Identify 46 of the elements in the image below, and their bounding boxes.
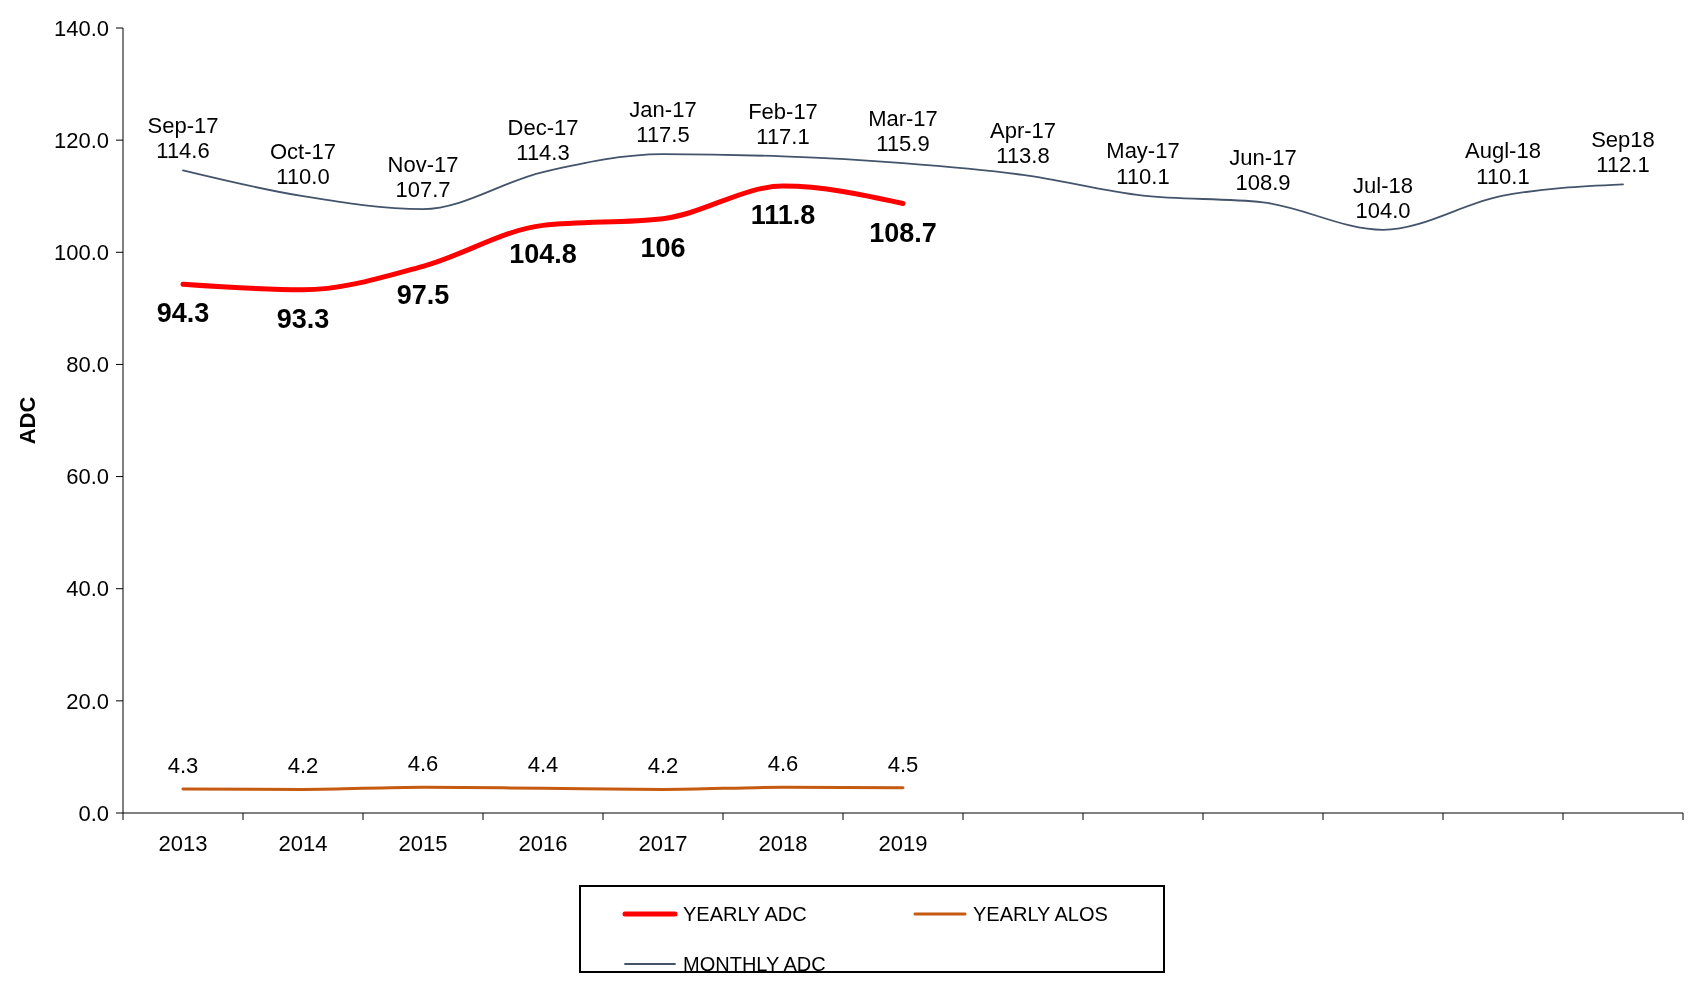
x-tick-label: 2015 — [398, 831, 448, 856]
legend-label: YEARLY ALOS — [973, 903, 1108, 925]
x-tick-label: 2013 — [158, 831, 208, 856]
legend-label: MONTHLY ADC — [683, 953, 826, 975]
data-label: Augl-18 110.1 — [1465, 138, 1541, 189]
data-label: 4.6 — [767, 751, 799, 777]
data-label: Apr-17 113.8 — [989, 117, 1057, 168]
data-label: 104.8 — [509, 239, 577, 270]
data-label: Nov-17 107.7 — [387, 151, 459, 203]
y-tick-label: 20.0 — [66, 688, 109, 714]
y-tick-label: 0.0 — [78, 800, 109, 826]
x-tick-label: 2019 — [878, 831, 928, 856]
y-tick-label: 120.0 — [53, 127, 109, 153]
data-label: 4.3 — [167, 752, 199, 778]
data-label: 97.5 — [396, 280, 450, 311]
data-label: 4.5 — [887, 751, 919, 777]
data-label: 108.7 — [869, 217, 937, 248]
x-tick-label: 2016 — [518, 831, 568, 856]
y-axis-title: ADC — [15, 396, 40, 445]
data-label: 94.3 — [156, 298, 210, 329]
data-label: Oct-17 110.0 — [269, 138, 337, 190]
x-tick-label: 2014 — [278, 831, 328, 856]
data-label: 4.2 — [287, 753, 319, 779]
x-tick-label: 2017 — [638, 831, 688, 856]
data-label: 111.8 — [750, 200, 816, 231]
data-label: 4.2 — [647, 753, 679, 779]
data-label: Jan-17 117.5 — [629, 96, 697, 148]
data-label: 4.6 — [407, 751, 439, 777]
legend-label: YEARLY ADC — [683, 903, 807, 925]
y-tick-label: 80.0 — [66, 352, 109, 378]
y-tick-label: 40.0 — [66, 576, 109, 602]
data-label: Sep-17 114.6 — [147, 113, 219, 164]
data-label: Jun-17 108.9 — [1229, 145, 1297, 196]
data-label: 4.4 — [527, 752, 559, 778]
data-label: Sep18 112.1 — [1591, 127, 1655, 178]
data-label: Mar-17 115.9 — [868, 105, 938, 157]
y-tick-label: 100.0 — [53, 239, 109, 265]
data-label: 106 — [640, 232, 686, 263]
y-tick-label: 140.0 — [53, 15, 109, 41]
data-label: Dec-17 114.3 — [507, 114, 579, 166]
x-tick-label: 2018 — [758, 831, 808, 856]
data-label: Feb-17 117.1 — [748, 99, 818, 150]
data-label: 93.3 — [276, 303, 330, 334]
data-label: May-17 110.1 — [1106, 138, 1180, 189]
data-label: Jul-18 104.0 — [1353, 172, 1413, 223]
y-tick-label: 60.0 — [66, 464, 109, 490]
